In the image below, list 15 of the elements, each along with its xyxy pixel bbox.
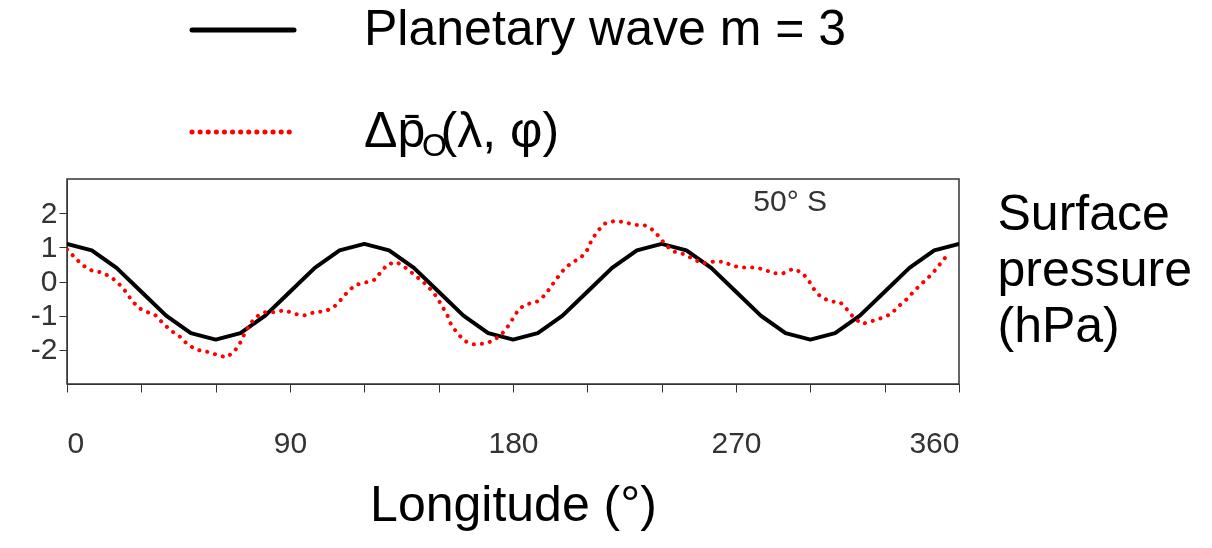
x-tick-label: 0: [67, 425, 85, 459]
y-tick-label: 2: [40, 195, 58, 229]
y-axis-title: Surface pressure (hPa): [997, 184, 1193, 353]
x-tick-label: 180: [488, 425, 539, 459]
line-series: [67, 241, 959, 342]
x-tick-label: 360: [909, 425, 960, 459]
x-tick-label: 270: [711, 425, 762, 459]
x-axis-title: Longitude (°): [370, 475, 657, 532]
y-tick-label: -1: [30, 298, 58, 332]
y-tick-label: 1: [40, 229, 58, 263]
x-tick-label: 90: [273, 425, 308, 459]
annotation: 50° S: [753, 184, 827, 217]
y-tick-label: -2: [30, 332, 58, 366]
legend-label: Planetary wave m = 3: [364, 0, 847, 56]
y-tick-label: 0: [40, 264, 58, 297]
